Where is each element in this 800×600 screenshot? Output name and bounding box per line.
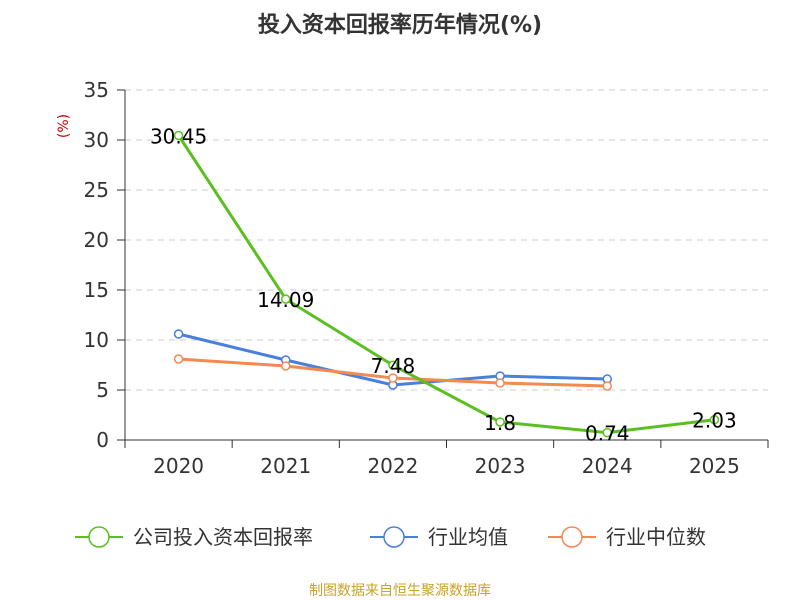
series-group <box>173 130 720 438</box>
series-2-point-2024 <box>602 381 612 391</box>
x-tick-label-2021: 2021 <box>260 454 311 478</box>
data-label-2023: 1.8 <box>484 411 516 435</box>
series-0-point-2023 <box>495 417 505 427</box>
series-2-point-2020 <box>173 354 184 364</box>
data-label-2021: 14.09 <box>257 288 314 312</box>
series-0-point-2024 <box>602 427 612 438</box>
y-tick-label-30: 30 <box>84 128 109 152</box>
series-2-point-2023 <box>495 378 505 388</box>
series-2-point-2021 <box>281 361 291 371</box>
series-2-point-2022 <box>388 373 398 383</box>
series-0-point-2025 <box>709 414 720 425</box>
y-tick-label-35: 35 <box>84 78 109 102</box>
y-tick-label-20: 20 <box>84 228 109 252</box>
legend-label-0: 公司投入资本回报率 <box>133 525 313 549</box>
source-note: 制图数据来自恒生聚源数据库 <box>309 583 491 599</box>
y-tick-label-15: 15 <box>84 278 109 302</box>
series-0-point-2021 <box>281 294 291 304</box>
axes <box>117 89 769 448</box>
series-line-0 <box>177 134 715 435</box>
chart-title: 投入资本回报率历年情况(%) <box>258 12 542 38</box>
gridlines <box>125 89 768 391</box>
x-tick-label-2025: 2025 <box>689 454 740 478</box>
y-tick-label-0: 0 <box>96 428 109 452</box>
series-0-point-2022 <box>388 360 398 370</box>
y-tick-label-5: 5 <box>96 378 109 402</box>
x-tick-label-2024: 2024 <box>582 454 633 478</box>
x-tick-label-2022: 2022 <box>367 454 418 478</box>
data-label-2025: 2.03 <box>692 409 737 433</box>
y-tick-label-25: 25 <box>84 178 109 202</box>
data-label-2024: 0.74 <box>585 422 630 446</box>
data-label-2022: 7.48 <box>371 354 416 378</box>
legend-label-1: 行业均值 <box>428 525 508 549</box>
legend-marker-0 <box>88 526 110 548</box>
data-labels: 30.45 14.09 7.48 1.8 0.74 2.03 <box>150 125 737 446</box>
legend-marker-1 <box>383 526 405 548</box>
y-tick-label-10: 10 <box>84 328 109 352</box>
series-0-point-2020 <box>173 130 184 141</box>
x-tick-label-2020: 2020 <box>153 454 204 478</box>
legend: 公司投入资本回报率 行业均值 行业中位数 <box>75 525 706 549</box>
legend-marker-2 <box>561 526 583 548</box>
x-tick-label-2023: 2023 <box>475 454 526 478</box>
y-axis-label: (%) <box>56 114 72 138</box>
legend-label-2: 行业中位数 <box>606 525 706 549</box>
series-1-point-2020 <box>173 329 184 339</box>
data-label-2020: 30.45 <box>150 125 207 149</box>
